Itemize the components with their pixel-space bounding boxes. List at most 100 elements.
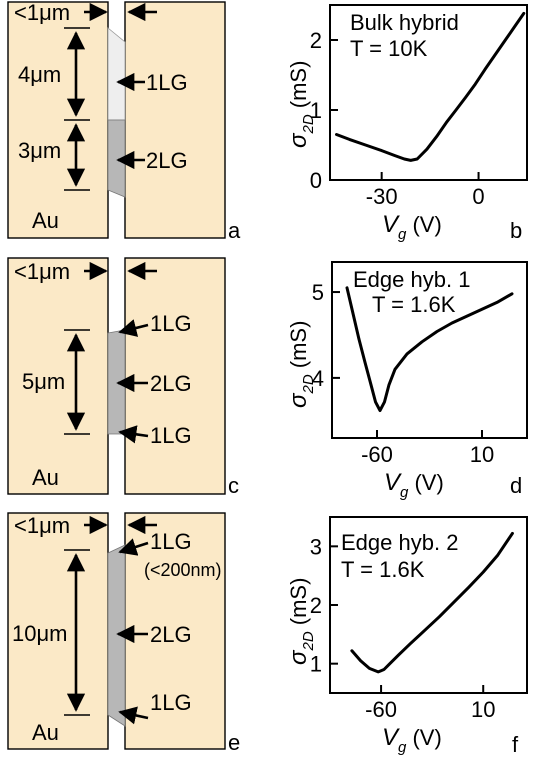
y-tick-label: 3 xyxy=(310,534,322,559)
unit-text: (mS) xyxy=(286,61,311,115)
graphene-2lg-region xyxy=(107,544,126,727)
svg-text:Vg (V): Vg (V) xyxy=(384,469,444,501)
panel-letter: e xyxy=(228,730,240,755)
panel-letter: f xyxy=(512,732,519,757)
chart-subtitle: T = 1.6K xyxy=(341,557,425,582)
panel-letter: b xyxy=(510,218,522,243)
ticks: 0 1 2 -30 0 xyxy=(310,28,485,209)
layer-label: 2LG xyxy=(150,371,192,396)
chart-subtitle: T = 1.6K xyxy=(372,292,456,317)
gap-label: <1μm xyxy=(14,0,70,25)
panel-letter: a xyxy=(228,218,241,243)
layer-label: 2LG xyxy=(146,148,188,173)
x-axis-title: Vg (V) xyxy=(382,724,442,756)
x-tick-label: 10 xyxy=(471,697,495,722)
sigma-symbol: σ xyxy=(285,392,312,408)
layer-label: 1LG xyxy=(150,690,192,715)
left-electrode xyxy=(7,512,109,750)
x-tick-label: -60 xyxy=(365,697,397,722)
vg-subscript: g xyxy=(400,484,409,501)
dimension-label: 3μm xyxy=(18,138,61,163)
panel-c-diagram: <1μm 5μm 1LG 2LG 1LG Au c xyxy=(7,257,239,498)
x-tick-label: -30 xyxy=(366,184,398,209)
ticks: 1 2 3 -60 10 xyxy=(310,534,496,722)
svg-text:Vg (V): Vg (V) xyxy=(382,724,442,756)
panel-letter: c xyxy=(228,473,239,498)
svg-text:Vg (V): Vg (V) xyxy=(382,211,442,243)
unit-text: (V) xyxy=(406,212,441,237)
vg-symbol: V xyxy=(382,211,400,238)
unit-text: (mS) xyxy=(286,578,311,632)
chart-title: Edge hyb. 2 xyxy=(341,530,458,555)
conductance-curve xyxy=(350,531,514,674)
x-tick-label: 10 xyxy=(470,442,494,467)
y-axis-title: σ2D (mS) xyxy=(285,321,317,408)
x-axis-title: Vg (V) xyxy=(382,211,442,243)
chart-subtitle: T = 10K xyxy=(350,36,428,61)
chart-d: Edge hyb. 1 T = 1.6K σ2D (mS) Vg (V) d 4… xyxy=(285,261,528,501)
svg-text:σ2D (mS): σ2D (mS) xyxy=(285,321,317,408)
layer-label: 1LG xyxy=(150,311,192,336)
conductance-curve xyxy=(345,286,514,412)
metal-label: Au xyxy=(32,720,59,745)
graphene-2lg-region xyxy=(107,119,126,198)
sigma-subscript: 2D xyxy=(300,631,317,651)
layer-arrow xyxy=(118,425,149,444)
dimension-label: 5μm xyxy=(22,369,65,394)
plot-frame xyxy=(331,261,528,439)
sigma-subscript: 2D xyxy=(300,374,317,394)
left-electrode xyxy=(7,257,109,495)
y-tick-label: 0 xyxy=(310,168,322,193)
panel-letter: d xyxy=(510,473,522,498)
y-tick-label: 2 xyxy=(310,593,322,618)
panel-a-diagram: <1μm 4μm 3μm 1LG 2LG Au a xyxy=(7,0,241,243)
left-electrode xyxy=(7,1,109,239)
layer-label: 1LG xyxy=(150,529,192,554)
graphene-1lg-region xyxy=(107,27,126,121)
ticks: 4 5 -60 10 xyxy=(312,280,494,467)
y-axis-title: σ2D (mS) xyxy=(285,578,317,665)
layer-label: 2LG xyxy=(150,622,192,647)
gap-label: <1μm xyxy=(14,513,70,538)
sigma-symbol: σ xyxy=(285,649,312,665)
vg-subscript: g xyxy=(398,226,407,243)
vg-symbol: V xyxy=(382,724,400,751)
y-axis-title: σ2D (mS) xyxy=(285,61,317,148)
y-tick-label: 5 xyxy=(312,280,324,305)
plot-frame xyxy=(329,4,528,181)
svg-text:σ2D (mS): σ2D (mS) xyxy=(285,61,317,148)
layer-label: 1LG xyxy=(150,423,192,448)
dimension-label: 4μm xyxy=(18,62,61,87)
unit-text: (V) xyxy=(408,470,443,495)
metal-label: Au xyxy=(32,465,59,490)
chart-f: Edge hyb. 2 T = 1.6K σ2D (mS) Vg (V) f 1… xyxy=(285,516,528,757)
layer-arrow xyxy=(118,538,149,556)
layer-arrow xyxy=(118,706,149,725)
gap-label: <1μm xyxy=(14,259,70,284)
sigma-symbol: σ xyxy=(285,132,312,148)
x-tick-label: 0 xyxy=(472,184,484,209)
right-electrode xyxy=(124,257,226,495)
vg-subscript: g xyxy=(398,739,407,756)
x-axis-title: Vg (V) xyxy=(384,469,444,501)
chart-b: Bulk hybrid T = 10K σ2D (mS) Vg (V) b 0 1… xyxy=(285,4,528,243)
sigma-subscript: 2D xyxy=(300,114,317,134)
unit-text: (V) xyxy=(406,725,441,750)
chart-title: Edge hyb. 1 xyxy=(353,267,470,292)
y-tick-label: 1 xyxy=(310,652,322,677)
vg-symbol: V xyxy=(384,469,402,496)
panel-e-diagram: <1μm 10μm 1LG (<200nm) 2LG 1LG Au e xyxy=(7,512,240,755)
unit-text: (mS) xyxy=(286,321,311,375)
layer-label: 1LG xyxy=(146,70,188,95)
conductance-curve xyxy=(335,11,526,162)
y-tick-label: 1 xyxy=(310,98,322,123)
svg-text:σ2D (mS): σ2D (mS) xyxy=(285,578,317,665)
chart-title: Bulk hybrid xyxy=(350,10,459,35)
y-tick-label: 4 xyxy=(312,366,324,391)
metal-label: Au xyxy=(32,208,59,233)
right-electrode xyxy=(124,1,226,239)
x-tick-label: -60 xyxy=(361,442,393,467)
layer-arrow xyxy=(118,319,149,337)
y-tick-label: 2 xyxy=(310,28,322,53)
